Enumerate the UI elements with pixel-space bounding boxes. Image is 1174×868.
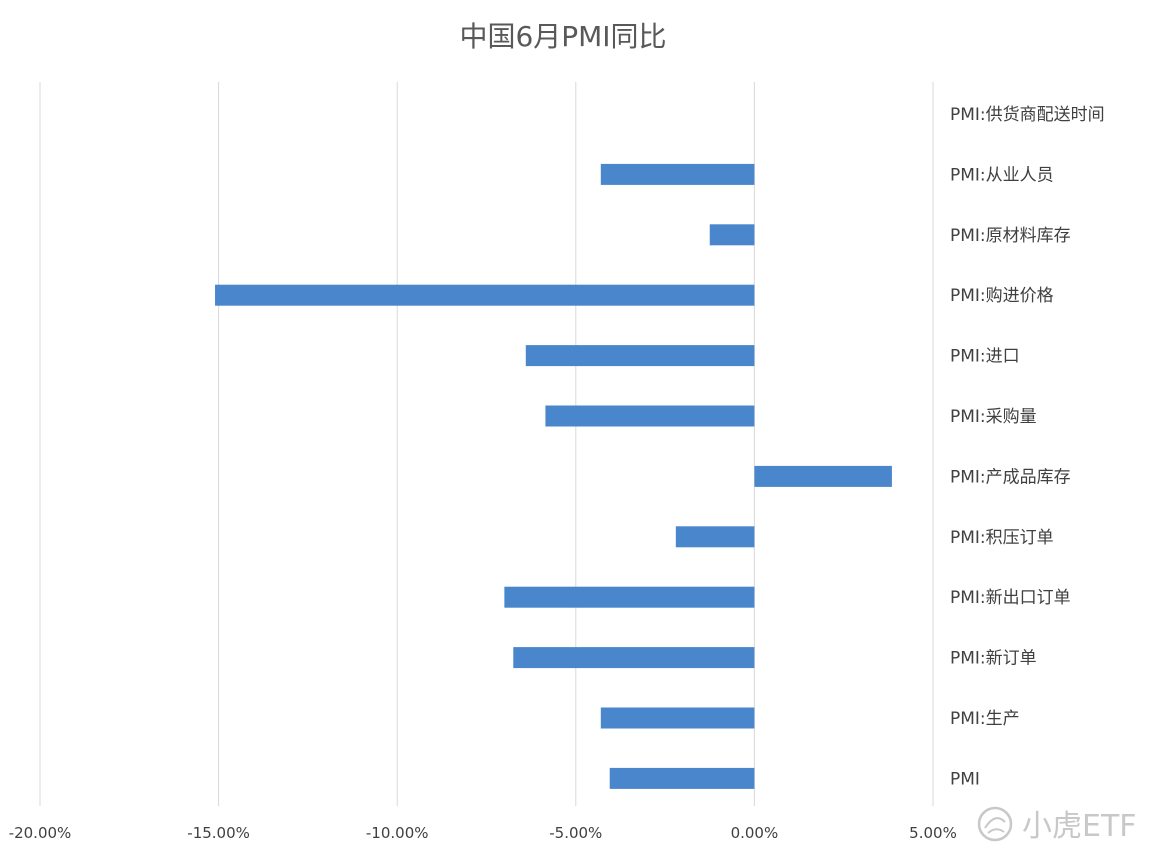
bars — [215, 163, 892, 789]
bar — [754, 465, 892, 487]
bar — [600, 707, 755, 729]
chart-title: 中国6月PMI同比 — [459, 20, 666, 53]
category-label: PMI:采购量 — [950, 407, 1037, 427]
x-tick-label: -20.00% — [9, 824, 72, 842]
bar — [525, 345, 755, 367]
bar — [504, 586, 755, 608]
bar — [675, 526, 755, 548]
category-label: PMI:新订单 — [950, 649, 1037, 669]
x-tick-label: -10.00% — [366, 824, 429, 842]
watermark: 小虎ETF — [977, 806, 1137, 844]
category-label: PMI:购进价格 — [950, 286, 1054, 306]
x-tick-label: -5.00% — [549, 824, 602, 842]
x-tick-label: 5.00% — [909, 824, 957, 842]
category-label: PMI:生产 — [950, 709, 1020, 729]
bar — [709, 224, 755, 246]
bar — [545, 405, 755, 427]
category-label: PMI — [950, 769, 980, 789]
watermark-text: 小虎ETF — [1022, 809, 1137, 844]
gridlines — [39, 82, 934, 806]
tiger-logo-icon — [977, 806, 1013, 842]
bar — [609, 767, 755, 789]
bar — [600, 163, 755, 185]
category-label: PMI:产成品库存 — [950, 467, 1071, 487]
category-label: PMI:积压订单 — [950, 528, 1054, 548]
category-label: PMI:进口 — [950, 347, 1020, 367]
bar — [215, 284, 755, 306]
x-axis-ticks: -20.00% -15.00% -10.00% -5.00% 0.00% 5.00% — [9, 824, 957, 842]
category-labels: PMI:供货商配送时间 PMI:从业人员 PMI:原材料库存 PMI:购进价格 PMI:… — [950, 105, 1105, 789]
category-label: PMI:原材料库存 — [950, 226, 1071, 246]
category-label: PMI:新出口订单 — [950, 588, 1071, 608]
category-label: PMI:从业人员 — [950, 165, 1054, 185]
category-label: PMI:供货商配送时间 — [950, 105, 1105, 125]
x-tick-label: 0.00% — [731, 824, 779, 842]
x-tick-label: -15.00% — [187, 824, 250, 842]
bar — [513, 647, 755, 669]
